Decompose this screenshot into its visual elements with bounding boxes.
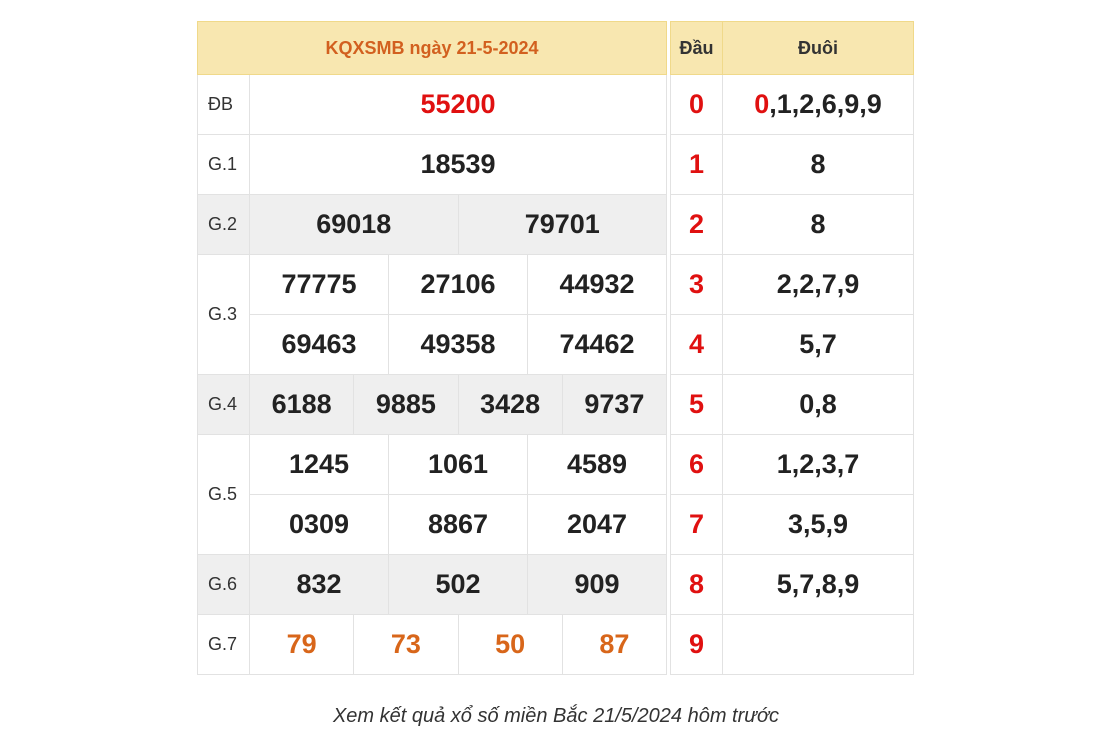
loto-tail-digits: 2,2,7,9 bbox=[722, 254, 914, 315]
prize-g3-number: 49358 bbox=[388, 314, 528, 375]
loto-tail-digits: 5,7,8,9 bbox=[722, 554, 914, 615]
prize-label-g3: G.3 bbox=[197, 254, 250, 375]
results-title: KQXSMB ngày 21-5-2024 bbox=[197, 21, 667, 75]
prize-g1-number: 18539 bbox=[249, 134, 667, 195]
prize-g5-number: 1245 bbox=[249, 434, 389, 495]
prize-label-db: ĐB bbox=[197, 74, 250, 135]
loto-tail-rest: ,1,2,6,9,9 bbox=[769, 89, 882, 119]
loto-table: Đầu Đuôi 0 0,1,2,6,9,9 1 8 2 8 3 2,2,7,9… bbox=[670, 21, 914, 675]
prize-g7-number: 79 bbox=[248, 614, 355, 675]
loto-head-digit: 2 bbox=[670, 194, 723, 255]
loto-tail-digits: 1,2,3,7 bbox=[722, 434, 914, 495]
loto-tail-digits: 0,1,2,6,9,9 bbox=[722, 74, 914, 135]
prize-label-g5: G.5 bbox=[197, 434, 250, 555]
results-table: KQXSMB ngày 21-5-2024 ĐB 55200 G.1 18539… bbox=[197, 21, 668, 675]
prize-g5-number: 2047 bbox=[527, 494, 667, 555]
prize-g4-number: 9737 bbox=[561, 374, 668, 435]
prize-label-g6: G.6 bbox=[197, 554, 250, 615]
prize-label-g4: G.4 bbox=[197, 374, 250, 435]
prize-g6-number: 502 bbox=[388, 554, 528, 615]
prize-g5-number: 4589 bbox=[527, 434, 667, 495]
prize-g3-number: 44932 bbox=[527, 254, 667, 315]
prize-g6-number: 909 bbox=[527, 554, 667, 615]
prize-g2-number: 79701 bbox=[457, 194, 667, 255]
loto-head-digit: 7 bbox=[670, 494, 723, 555]
loto-tail-digits bbox=[722, 614, 914, 675]
loto-tail-digits: 8 bbox=[722, 134, 914, 195]
loto-head-digit: 6 bbox=[670, 434, 723, 495]
loto-tail-label: Đuôi bbox=[722, 21, 914, 75]
prize-label-g7: G.7 bbox=[197, 614, 250, 675]
prize-g4-number: 3428 bbox=[457, 374, 563, 435]
prize-g7-number: 87 bbox=[561, 614, 668, 675]
image-caption: Xem kết quả xổ số miền Bắc 21/5/2024 hôm… bbox=[332, 705, 780, 727]
prize-g3-number: 77775 bbox=[249, 254, 389, 315]
loto-head-digit: 8 bbox=[670, 554, 723, 615]
loto-head-label: Đầu bbox=[670, 21, 723, 75]
prize-label-g2: G.2 bbox=[197, 194, 250, 255]
prize-g3-number: 74462 bbox=[527, 314, 667, 375]
prize-g5-number: 1061 bbox=[388, 434, 528, 495]
loto-head-digit: 0 bbox=[670, 74, 723, 135]
loto-head-digit: 4 bbox=[670, 314, 723, 375]
loto-tail-highlight: 0 bbox=[754, 89, 770, 119]
prize-g4-number: 9885 bbox=[353, 374, 459, 435]
prize-g3-number: 69463 bbox=[249, 314, 389, 375]
prize-label-g1: G.1 bbox=[197, 134, 250, 195]
prize-g7-number: 50 bbox=[457, 614, 563, 675]
prize-g7-number: 73 bbox=[353, 614, 459, 675]
prize-g3-number: 27106 bbox=[388, 254, 528, 315]
prize-g6-number: 832 bbox=[249, 554, 389, 615]
prize-g5-number: 8867 bbox=[388, 494, 528, 555]
prize-g4-number: 6188 bbox=[248, 374, 355, 435]
loto-head-digit: 9 bbox=[670, 614, 723, 675]
loto-head-digit: 1 bbox=[670, 134, 723, 195]
loto-tail-digits: 5,7 bbox=[722, 314, 914, 375]
loto-tail-digits: 3,5,9 bbox=[722, 494, 914, 555]
loto-head-digit: 3 bbox=[670, 254, 723, 315]
loto-tail-digits: 8 bbox=[722, 194, 914, 255]
loto-head-digit: 5 bbox=[670, 374, 723, 435]
prize-g5-number: 0309 bbox=[249, 494, 389, 555]
loto-tail-digits: 0,8 bbox=[722, 374, 914, 435]
special-prize-number: 55200 bbox=[249, 74, 667, 135]
prize-g2-number: 69018 bbox=[249, 194, 459, 255]
